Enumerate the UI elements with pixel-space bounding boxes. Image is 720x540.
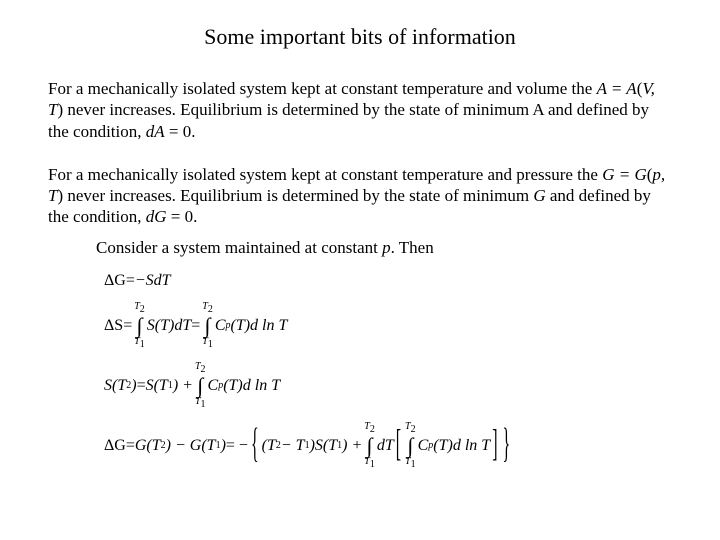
eq-sign: = bbox=[123, 317, 132, 335]
eq-body: (T)d ln T bbox=[231, 317, 288, 335]
equation-deltaG-expanded: ΔG = G(T2) − G(T1) = − { (T2 − T1)S(T1) … bbox=[104, 422, 672, 470]
eq-rhs: S(T bbox=[146, 377, 168, 395]
page-title: Some important bits of information bbox=[48, 24, 672, 50]
eq-body: C bbox=[215, 317, 226, 335]
eq-body: C bbox=[208, 377, 219, 395]
eq-lhs: ΔS bbox=[104, 317, 123, 335]
brace-left: { bbox=[251, 422, 259, 469]
eq-lhs: ΔG bbox=[104, 272, 126, 290]
eq-lhs: S(T bbox=[104, 377, 126, 395]
equation-dS: ΔS = T2 ∫ T1 S(T)dT = T2 ∫ T1 Cp(T)d ln … bbox=[104, 302, 672, 350]
text: . Then bbox=[391, 238, 434, 257]
bracket-left: [ bbox=[396, 424, 401, 467]
integral-icon: T2 ∫ T1 bbox=[195, 362, 206, 410]
equation-dG: ΔG = −SdT bbox=[104, 272, 672, 290]
eq-rhs: −SdT bbox=[135, 272, 171, 290]
text-italic: G bbox=[533, 186, 545, 205]
subtext-constant-p: Consider a system maintained at constant… bbox=[96, 238, 672, 258]
integral-icon: T2 ∫ T1 bbox=[134, 302, 145, 350]
text: ) never increases. Equilibrium is determ… bbox=[57, 186, 533, 205]
text: For a mechanically isolated system kept … bbox=[48, 165, 602, 184]
eq-sign: = bbox=[137, 377, 146, 395]
eq-sign: = bbox=[126, 437, 135, 455]
eq-lhs: ΔG bbox=[104, 437, 126, 455]
equation-S-T2: S(T2) = S(T1) + T2 ∫ T1 Cp(T)d ln T bbox=[104, 362, 672, 410]
eq-sign: = bbox=[191, 317, 200, 335]
text: For a mechanically isolated system kept … bbox=[48, 79, 597, 98]
brace-right: } bbox=[503, 422, 511, 469]
paragraph-helmholtz: For a mechanically isolated system kept … bbox=[48, 78, 672, 142]
text-italic: A = A bbox=[597, 79, 637, 98]
paragraph-gibbs: For a mechanically isolated system kept … bbox=[48, 164, 672, 228]
equation-block: ΔG = −SdT ΔS = T2 ∫ T1 S(T)dT = T2 ∫ T1 … bbox=[104, 272, 672, 470]
text-italic: G = G bbox=[602, 165, 647, 184]
eq-sign: = − bbox=[226, 437, 248, 455]
text: = 0. bbox=[167, 207, 198, 226]
text: ) never increases. Equilibrium is determ… bbox=[48, 100, 649, 140]
text: = 0. bbox=[165, 122, 196, 141]
eq-body: (T)d ln T bbox=[223, 377, 280, 395]
eq-sign: = bbox=[126, 272, 135, 290]
text-italic: p bbox=[382, 238, 391, 257]
eq-body: S(T)dT bbox=[147, 317, 191, 335]
text: Consider a system maintained at constant bbox=[96, 238, 382, 257]
integral-icon: T2 ∫ T1 bbox=[405, 422, 416, 470]
integral-icon: T2 ∫ T1 bbox=[202, 302, 213, 350]
text-italic: dG bbox=[146, 207, 167, 226]
integral-icon: T2 ∫ T1 bbox=[364, 422, 375, 470]
text-italic: dA bbox=[146, 122, 165, 141]
bracket-right: ] bbox=[492, 424, 497, 467]
